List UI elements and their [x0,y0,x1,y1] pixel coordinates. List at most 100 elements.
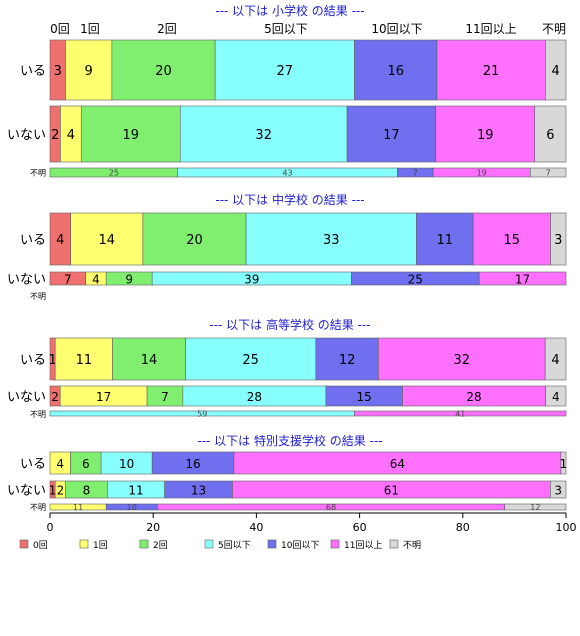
bar-segment [315,337,379,381]
x-tick-label: 20 [146,521,160,534]
bar-segment [504,503,567,511]
segment-value-label: 6 [546,128,554,143]
bar-segment [214,39,355,101]
bar-segment [550,480,567,499]
panel-title: --- 以下は 小学校 の結果 --- [215,3,364,18]
bar-segment [70,212,144,266]
x-tick-label: 80 [456,521,470,534]
legend-label: 0回 [33,540,48,551]
segment-value-label: 4 [552,64,560,79]
segment-value-label: 11 [76,353,93,368]
segment-value-label: 25 [408,273,423,287]
legend-label: 2回 [153,540,168,551]
segment-value-label: 9 [85,64,93,79]
category-label: 2回 [157,22,177,36]
segment-value-label: 2 [51,128,59,143]
row-label: いない [7,128,46,143]
segment-value-label: 19 [477,169,487,178]
legend-label: 1回 [93,540,108,551]
bar-segment [529,167,567,178]
x-tick-label: 100 [556,521,577,534]
segment-value-label: 9 [125,273,133,287]
segment-value-label: 68 [326,503,336,512]
segment-value-label: 10 [119,457,134,471]
bar-segment [65,39,113,101]
segment-value-label: 20 [186,233,203,248]
segment-value-label: 61 [384,484,399,498]
bar-segment [550,212,567,266]
segment-value-label: 11 [73,503,83,512]
bar-segment [560,451,567,475]
segment-value-label: 17 [383,128,400,143]
segment-value-label: 32 [255,128,272,143]
segment-value-label: 19 [477,128,494,143]
row-label: いない [7,273,46,288]
segment-value-label: 4 [56,233,64,248]
segment-value-label: 10 [127,503,137,512]
segment-value-label: 6 [82,457,90,471]
segment-value-label: 3 [554,233,562,248]
x-tick-label: 0 [47,521,54,534]
segment-value-label: 2 [51,390,59,404]
category-label: 不明 [542,22,566,36]
bar-segment [416,212,474,266]
category-label: 1回 [80,22,100,36]
segment-value-label: 64 [390,457,405,471]
panel-title: --- 以下は 中学校 の結果 --- [215,192,364,207]
bar-segment [111,39,216,101]
bar-segment [354,39,438,101]
bar-segment [478,271,567,286]
segment-value-label: 12 [339,353,356,368]
x-tick-label: 60 [353,521,367,534]
category-label: 11回以上 [465,22,516,36]
row-label: 不明 [30,503,46,512]
x-tick-label: 40 [249,521,263,534]
segment-value-label: 8 [83,484,91,498]
segment-value-label: 1 [48,353,56,368]
segment-value-label: 59 [197,410,207,419]
category-label: 10回以下 [371,22,422,36]
segment-value-label: 14 [98,233,115,248]
segment-value-label: 7 [546,169,551,178]
segment-value-label: 2 [57,484,65,498]
bar-segment [354,410,567,417]
legend-swatch [79,539,89,549]
bar-segment [245,212,417,266]
segment-value-label: 4 [552,390,560,404]
segment-value-label: 11 [436,233,453,248]
bar-segment [378,337,546,381]
segment-value-label: 19 [123,128,140,143]
legend-swatch [139,539,149,549]
legend-swatch [330,539,340,549]
panel-title: --- 以下は 特別支援学校 の結果 --- [197,433,382,448]
bar-segment [80,105,181,163]
row-label: いない [7,484,46,499]
segment-value-label: 16 [387,64,404,79]
bar-segment [346,105,436,163]
bar-segment [435,105,536,163]
row-label: いる [20,457,46,472]
segment-value-label: 4 [67,128,75,143]
panel-title: --- 以下は 高等学校 の結果 --- [209,317,370,332]
segment-value-label: 25 [109,169,119,178]
segment-value-label: 1 [560,457,568,471]
segment-value-label: 4 [551,353,559,368]
legend-label: 10回以下 [281,540,319,551]
legend-label: 不明 [403,540,421,551]
segment-value-label: 7 [161,390,169,404]
bar-segment [112,337,186,381]
segment-value-label: 20 [155,64,172,79]
segment-value-label: 17 [96,390,111,404]
bar-segment [544,337,567,381]
legend-swatch [389,539,399,549]
segment-value-label: 7 [413,169,418,178]
segment-value-label: 39 [244,273,259,287]
segment-value-label: 14 [141,353,158,368]
segment-value-label: 1 [49,484,57,498]
legend-label: 11回以上 [344,540,382,551]
segment-value-label: 33 [323,233,340,248]
segment-value-label: 15 [504,233,521,248]
category-label: 0回 [50,22,70,36]
segment-value-label: 41 [455,410,465,419]
